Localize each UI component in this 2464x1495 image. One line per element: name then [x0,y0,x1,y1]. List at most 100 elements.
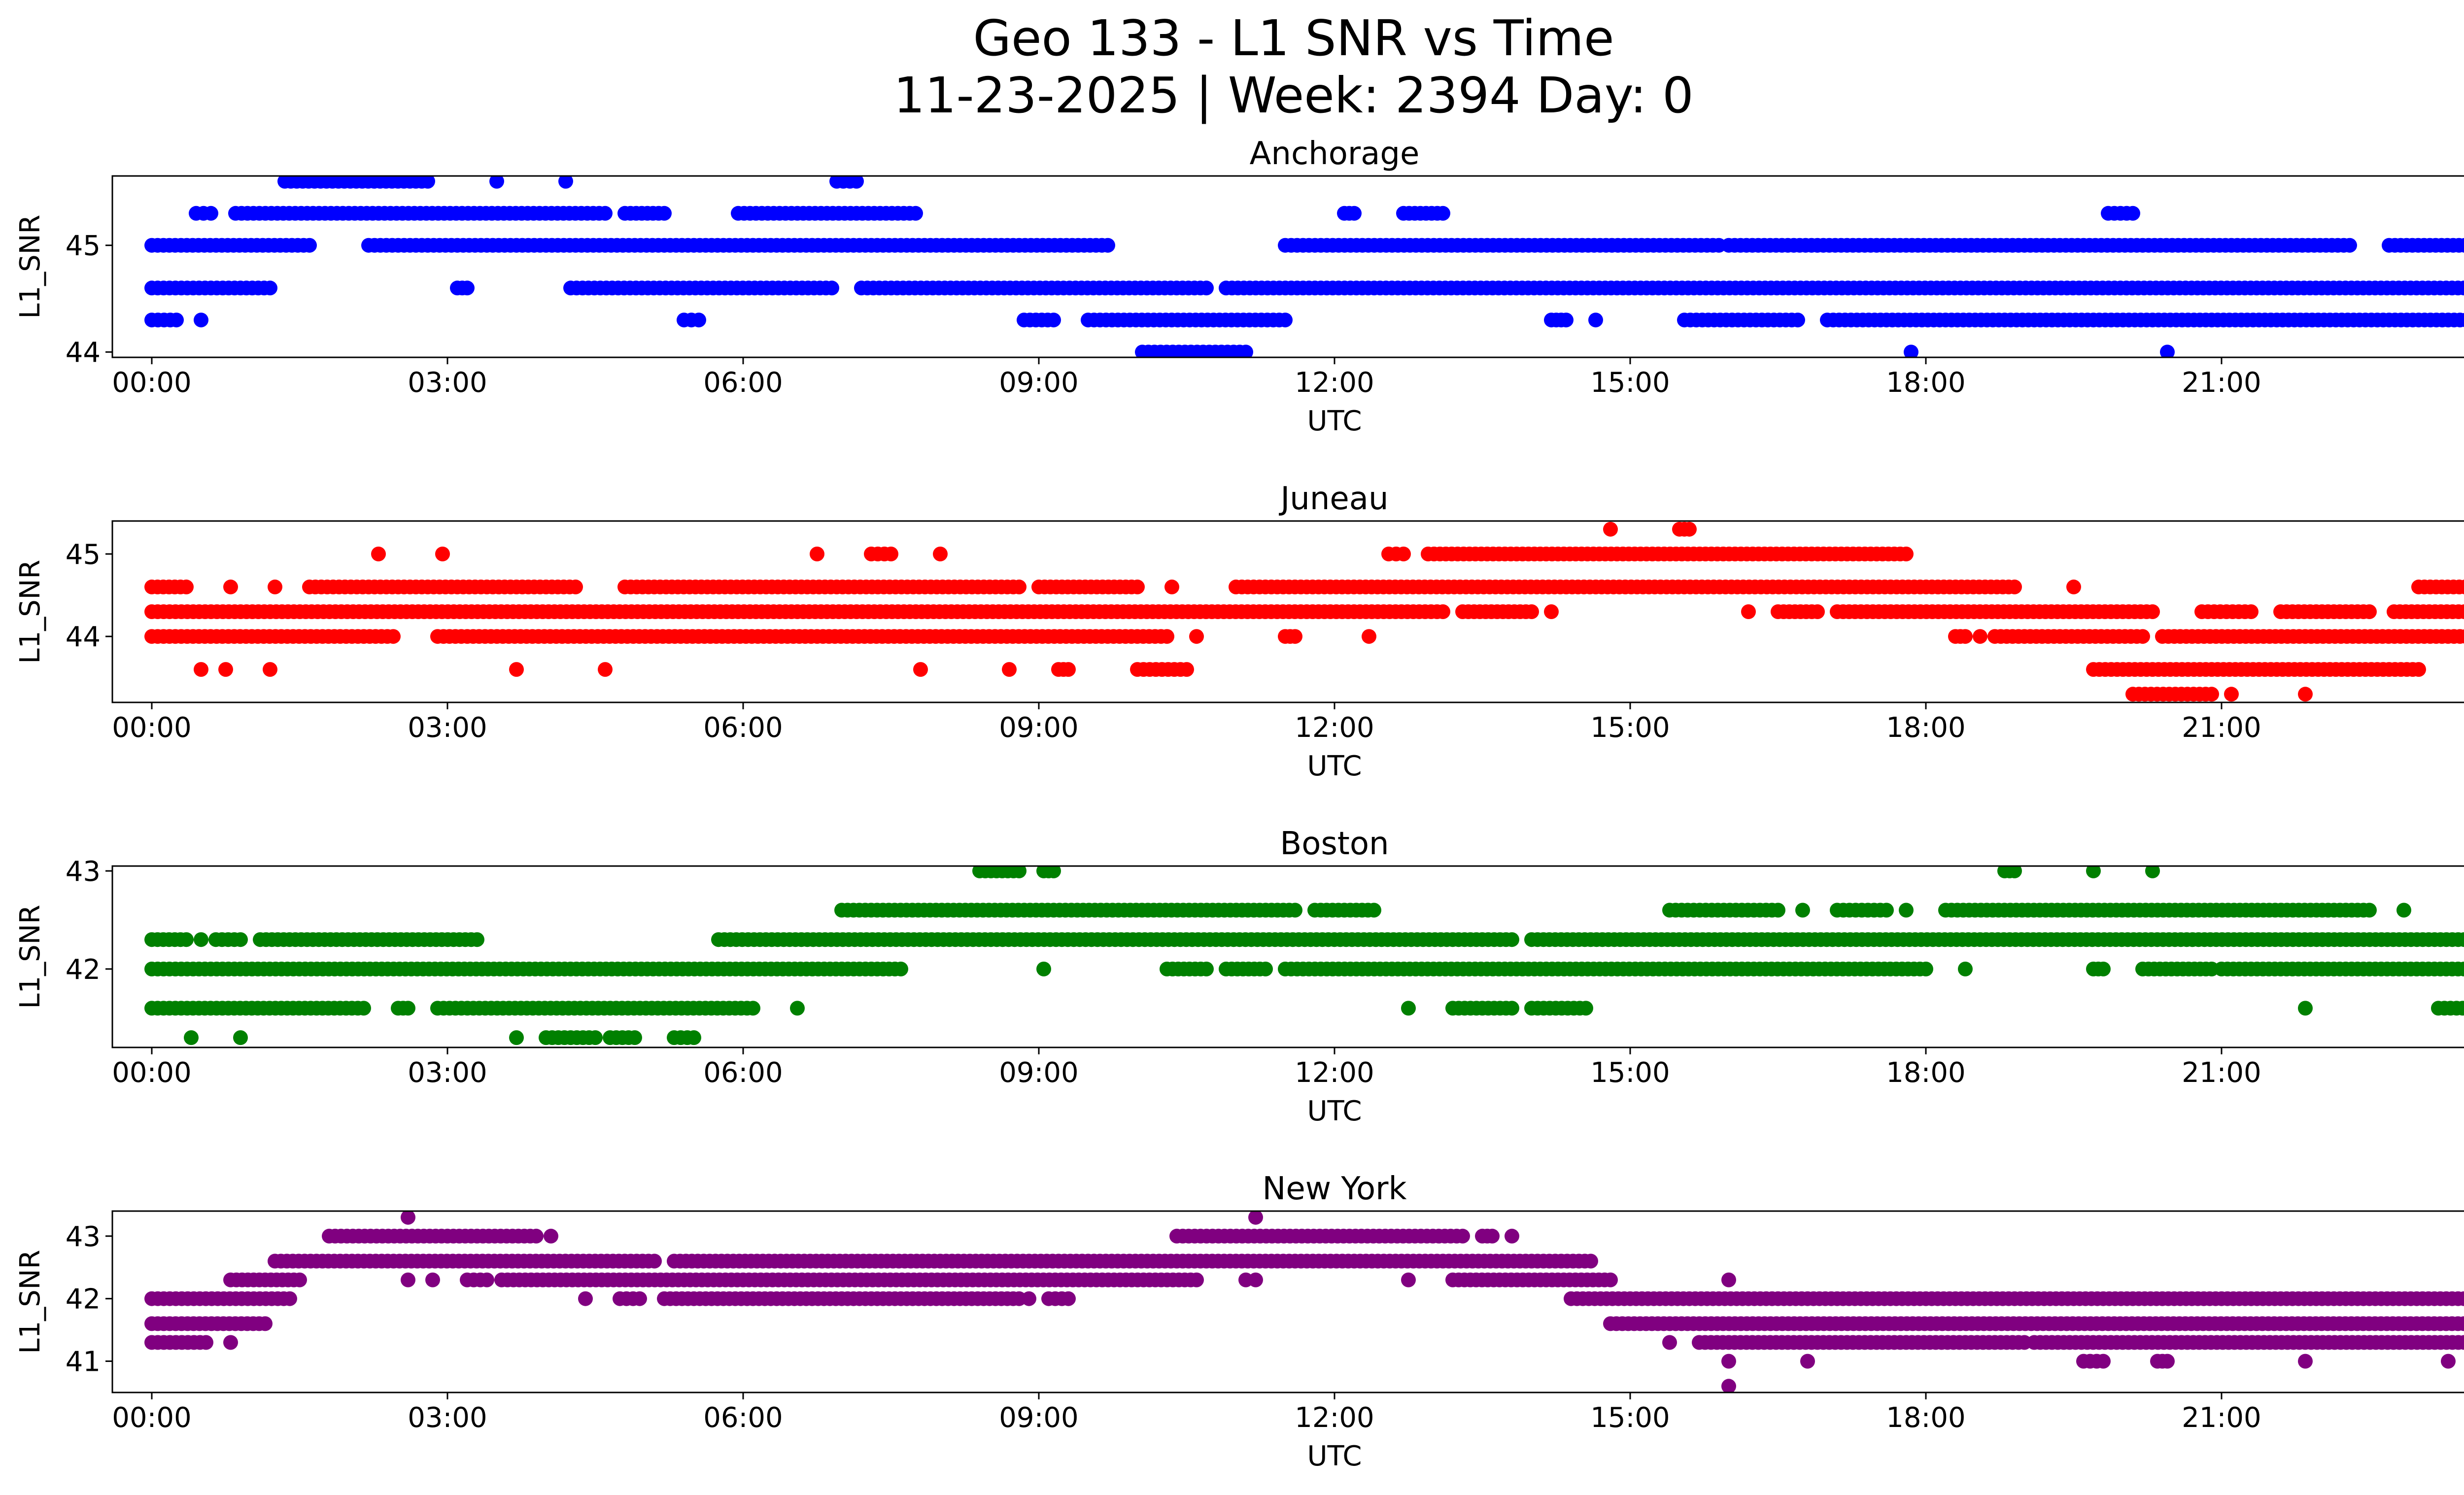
data-point [1790,313,1805,328]
data-point [1396,546,1411,561]
x-tick-label: 12:00 [1295,1402,1374,1434]
data-point [223,579,238,594]
data-point [1918,961,1933,976]
data-point [1288,903,1302,918]
data-point [1583,1253,1598,1269]
data-point [933,546,948,561]
data-point [1544,604,1559,619]
data-point [1367,903,1381,918]
data-point [1189,1272,1204,1287]
data-point [2362,903,2377,918]
data-point [233,932,248,947]
data-point [356,1001,371,1016]
data-point [1682,522,1697,537]
x-axis-label: UTC [1307,750,1362,782]
data-point [824,280,839,296]
data-point [420,176,435,189]
data-point [169,313,184,328]
x-tick-label: 12:00 [1295,1057,1374,1089]
x-axis: 00:00 03:00 06:00 09:00 12:00 15:00 18:00 21:00… [112,1392,2261,1434]
data-point [1505,1228,1519,1244]
data-point [199,1335,213,1350]
data-point [1899,546,1914,561]
data-points [144,1211,2464,1392]
data-point [1164,579,1179,594]
data-point [194,662,208,677]
data-point [1238,345,1253,357]
data-point [2362,604,2377,619]
data-point [2457,932,2464,947]
x-tick-label: 12:00 [1295,367,1374,399]
data-point [2411,662,2426,677]
data-point [401,1272,415,1287]
data-point [1012,579,1027,594]
data-point [263,280,277,296]
data-point [302,238,317,253]
data-point [1505,1001,1519,1016]
data-point [2457,238,2464,253]
data-point [2204,687,2219,702]
y-tick-label: 42 [66,954,101,986]
data-point [2455,1001,2464,1016]
data-point [1662,1335,1677,1350]
x-tick-label: 21:00 [2182,1402,2261,1434]
x-tick-label: 18:00 [1886,1057,1965,1089]
data-point [1160,629,1174,644]
data-point [2096,961,2111,976]
data-point [647,1253,662,1269]
x-tick-label: 03:00 [408,1402,487,1434]
subplot-title: New York [1262,1171,1406,1207]
data-point [179,579,194,594]
data-point [2458,629,2464,644]
data-point [1771,903,1785,918]
data-point [282,1291,297,1306]
data-point [691,313,706,328]
data-point [2160,345,2175,357]
data-point [1741,604,1756,619]
data-point [1958,961,1973,976]
data-point [2463,935,2464,944]
data-point [479,1272,494,1287]
data-point [2463,1338,2464,1347]
data-point [2145,604,2160,619]
data-point [263,662,277,677]
y-tick-label: 43 [66,1221,101,1253]
data-point [1795,903,1810,918]
data-point [1485,1228,1500,1244]
data-point [657,206,672,221]
data-point [1721,1272,1736,1287]
x-tick-label: 15:00 [1590,1057,1670,1089]
figure-title-line-2: 11-23-2025 | Week: 2394 Day: 0 [893,67,1693,124]
data-point [544,1228,558,1244]
data-point [1199,280,1214,296]
data-point [2007,866,2022,878]
data-point [1061,662,1076,677]
data-point [2224,687,2239,702]
x-axis: 00:00 03:00 06:00 09:00 12:00 15:00 18:00 21:00… [112,357,2261,399]
data-point [1002,662,1017,677]
x-axis: 00:00 03:00 06:00 09:00 12:00 15:00 18:00 21:00… [112,702,2261,744]
data-point [1436,206,1450,221]
x-tick-label: 00:00 [112,1402,191,1434]
data-point [1588,313,1603,328]
data-point [218,662,233,677]
y-axis-label: L1_SNR [14,904,46,1008]
data-point [2463,964,2464,973]
data-point [1559,313,1574,328]
x-tick-label: 21:00 [2182,712,2261,744]
data-point [598,206,613,221]
data-point [578,1291,593,1306]
data-point [1455,1228,1470,1244]
x-axis: 00:00 03:00 06:00 09:00 12:00 15:00 18:00 21:00… [112,1047,2261,1089]
data-point [1800,1354,1815,1369]
data-point [2462,1319,2464,1328]
data-point [204,206,218,221]
data-point [913,662,928,677]
data-point [435,546,450,561]
subplot-juneau: Juneau 00:00 03:00 06:00 09:00 12:00 15:00 18:0… [14,481,2464,782]
data-point [2298,1354,2313,1369]
data-point [2457,1335,2464,1350]
x-tick-label: 06:00 [703,1402,783,1434]
x-axis-label: UTC [1307,405,1362,437]
subplot-panels: Anchorage 00:00 03:00 06:00 09:00 12:00 15:00 1… [14,136,2464,1472]
